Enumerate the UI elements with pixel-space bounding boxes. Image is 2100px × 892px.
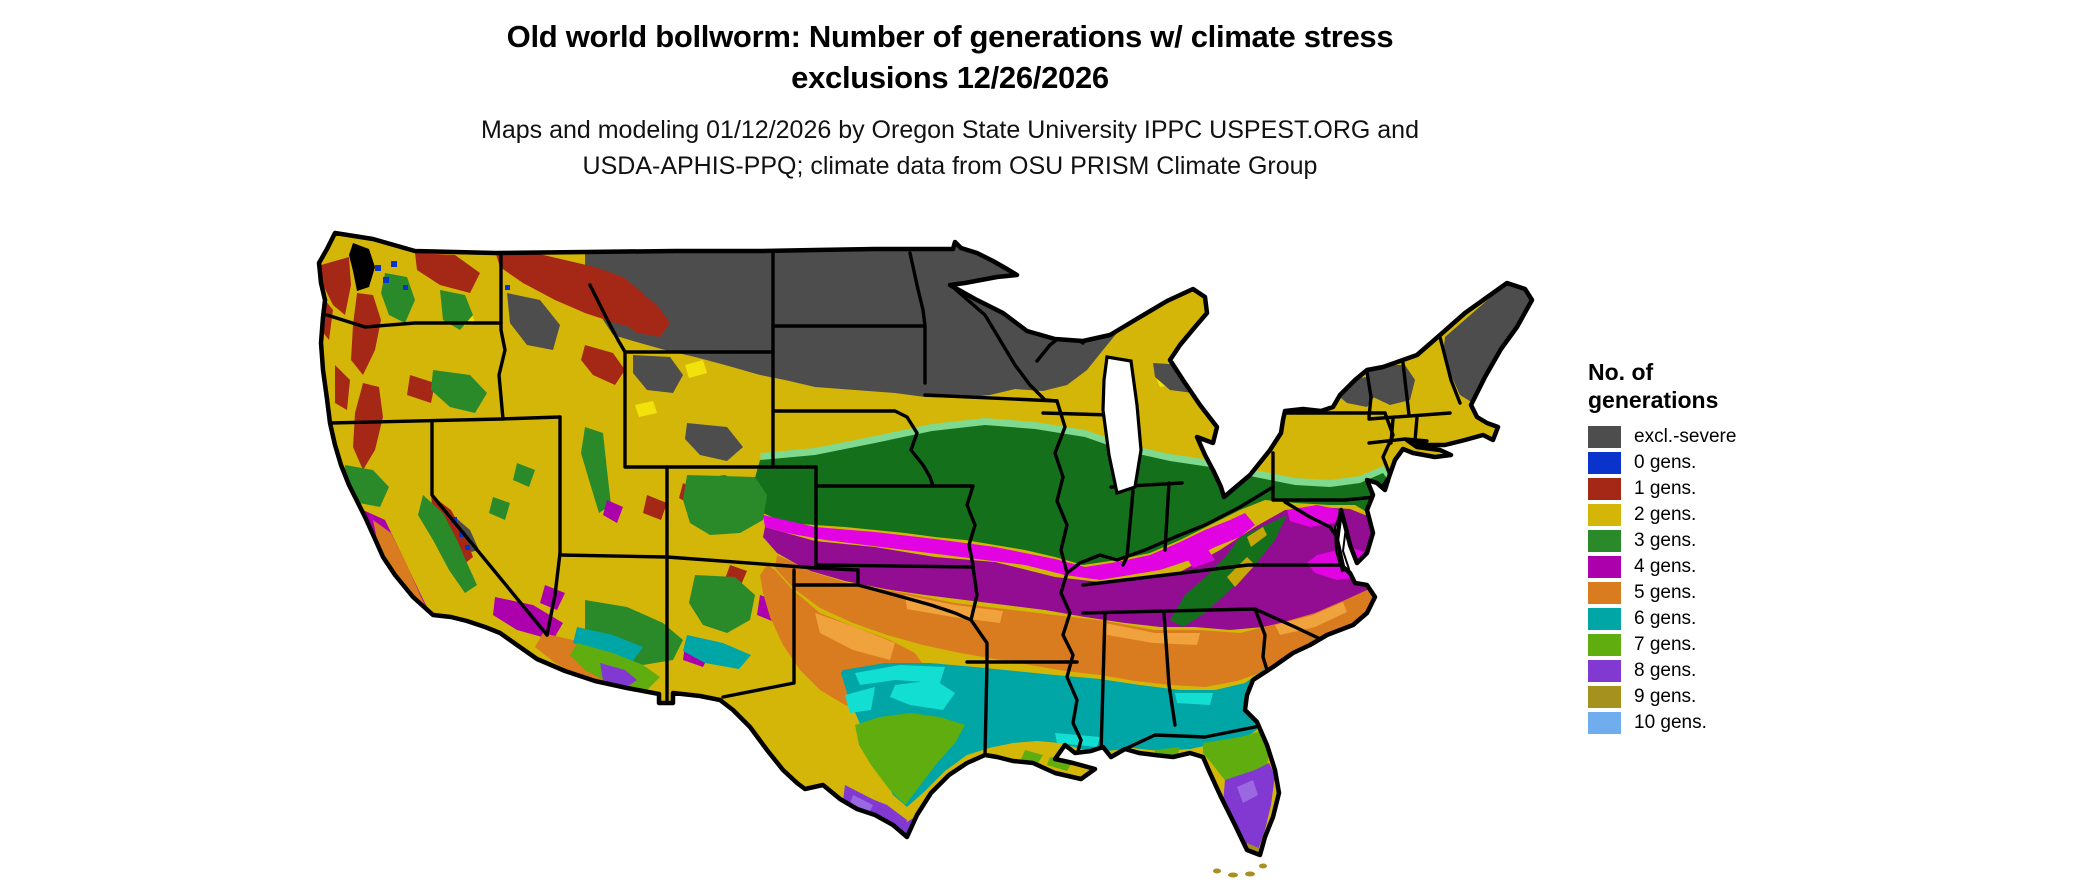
legend: No. of generations excl.-severe 0 gens. … bbox=[1588, 358, 1888, 736]
us-generations-map bbox=[255, 165, 1565, 885]
legend-item-9-gens: 9 gens. bbox=[1588, 684, 1888, 710]
legend-swatch-2-gens bbox=[1588, 504, 1621, 526]
legend-label: 8 gens. bbox=[1634, 660, 1697, 681]
legend-label: 7 gens. bbox=[1634, 634, 1697, 655]
legend-item-3-gens: 3 gens. bbox=[1588, 528, 1888, 554]
legend-swatch-6-gens bbox=[1588, 608, 1621, 630]
legend-swatch-excl-severe bbox=[1588, 426, 1621, 448]
legend-label: 4 gens. bbox=[1634, 556, 1697, 577]
header: Old world bollworm: Number of generation… bbox=[0, 16, 1900, 184]
legend-swatch-0-gens bbox=[1588, 452, 1621, 474]
map-svg bbox=[255, 165, 1565, 878]
legend-item-2-gens: 2 gens. bbox=[1588, 502, 1888, 528]
legend-label: 2 gens. bbox=[1634, 504, 1697, 525]
legend-swatch-8-gens bbox=[1588, 660, 1621, 682]
band-7-gens bbox=[570, 643, 1271, 805]
cyan-bright-patches bbox=[845, 665, 1213, 747]
map-subtitle-line2: USDA-APHIS-PPQ; climate data from OSU PR… bbox=[582, 152, 1318, 180]
legend-item-4-gens: 4 gens. bbox=[1588, 554, 1888, 580]
legend-item-10-gens: 10 gens. bbox=[1588, 710, 1888, 736]
teal-west-patches bbox=[573, 627, 751, 669]
legend-label: 0 gens. bbox=[1634, 452, 1697, 473]
legend-label: 5 gens. bbox=[1634, 582, 1697, 603]
map-subtitle-line1: Maps and modeling 01/12/2026 by Oregon S… bbox=[481, 116, 1419, 144]
legend-label: 3 gens. bbox=[1634, 530, 1697, 551]
map-title-line1: Old world bollworm: Number of generation… bbox=[506, 19, 1394, 54]
band-4-gens-bright bbox=[763, 505, 1380, 580]
legend-swatch-4-gens bbox=[1588, 556, 1621, 578]
band-excl-severe bbox=[453, 242, 1532, 643]
legend-label: 1 gens. bbox=[1634, 478, 1697, 499]
florida-keys bbox=[1213, 863, 1267, 878]
legend-item-8-gens: 8 gens. bbox=[1588, 658, 1888, 684]
legend-item-excl-severe: excl.-severe bbox=[1588, 424, 1888, 450]
band-4-gens-dark bbox=[763, 507, 1393, 630]
map-title-line2: exclusions 12/26/2026 bbox=[791, 60, 1109, 95]
legend-item-6-gens: 6 gens. bbox=[1588, 606, 1888, 632]
green-mountain-patches bbox=[343, 273, 767, 665]
legend-label: 9 gens. bbox=[1634, 686, 1697, 707]
legend-label: 6 gens. bbox=[1634, 608, 1697, 629]
legend-swatch-1-gens bbox=[1588, 478, 1621, 500]
appalachian-gold-sliver bbox=[1227, 527, 1267, 587]
puget-sound-water bbox=[349, 243, 375, 291]
band-3-gens bbox=[753, 425, 1393, 565]
legend-item-0-gens: 0 gens. bbox=[1588, 450, 1888, 476]
legend-item-5-gens: 5 gens. bbox=[1588, 580, 1888, 606]
legend-swatch-9-gens bbox=[1588, 686, 1621, 708]
legend-item-7-gens: 7 gens. bbox=[1588, 632, 1888, 658]
appalachian-green-wedge bbox=[1170, 515, 1287, 627]
legend-item-1-gens: 1 gens. bbox=[1588, 476, 1888, 502]
legend-label: 10 gens. bbox=[1634, 712, 1707, 733]
legend-swatch-3-gens bbox=[1588, 530, 1621, 552]
legend-label: excl.-severe bbox=[1634, 426, 1737, 447]
lake-michigan bbox=[1101, 355, 1143, 496]
legend-swatch-10-gens bbox=[1588, 712, 1621, 734]
legend-swatch-5-gens bbox=[1588, 582, 1621, 604]
legend-swatch-7-gens bbox=[1588, 634, 1621, 656]
legend-title: No. of generations bbox=[1588, 359, 1719, 413]
